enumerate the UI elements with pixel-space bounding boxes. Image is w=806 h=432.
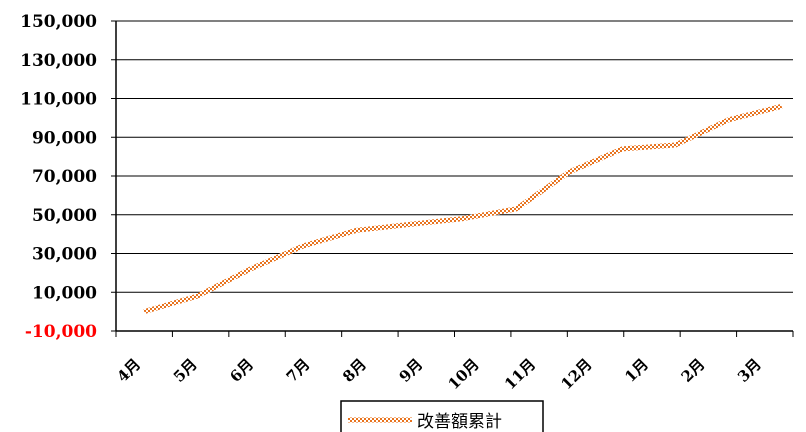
y-tick-label: 50,000 [32,206,97,226]
x-tick-label: 3月 [734,355,765,386]
legend-label: 改善額累計 [417,412,502,432]
legend: 改善額累計 [340,400,544,432]
series-line-group [143,103,783,314]
x-tick-label: 2月 [678,355,709,386]
x-tick-label: 1月 [621,355,652,386]
y-tick-label: 90,000 [32,128,97,148]
x-tick-label: 4月 [114,355,145,386]
y-tick-label: 70,000 [32,167,97,187]
axes [111,20,794,337]
x-tick-label: 7月 [283,355,314,386]
x-tick-label: 10月 [445,355,483,393]
x-tick-label: 6月 [226,355,257,386]
series-line [143,103,783,314]
y-tick-label: 130,000 [20,51,97,71]
x-tick-label: 8月 [339,355,370,386]
y-tick-label: 150,000 [20,12,97,32]
y-tick-label: -10,000 [25,322,97,342]
y-tick-label: 110,000 [20,90,97,110]
legend-box [340,400,544,432]
y-tick-label: 30,000 [32,245,97,265]
x-tick-label: 9月 [396,355,427,386]
x-tick-label: 5月 [170,355,201,386]
y-axis-tick-labels: -10,000 10,000 30,000 50,000 70,000 90,000 110… [20,12,97,342]
x-axis-tick-labels: 4月 5月 6月 7月 8月 9月 10月 11月 12月 1月 2月 3月 [114,355,765,393]
x-tick-label: 11月 [501,355,539,393]
gridlines [116,20,793,293]
x-tick-label: 12月 [557,355,595,393]
y-tick-label: 10,000 [32,283,97,303]
